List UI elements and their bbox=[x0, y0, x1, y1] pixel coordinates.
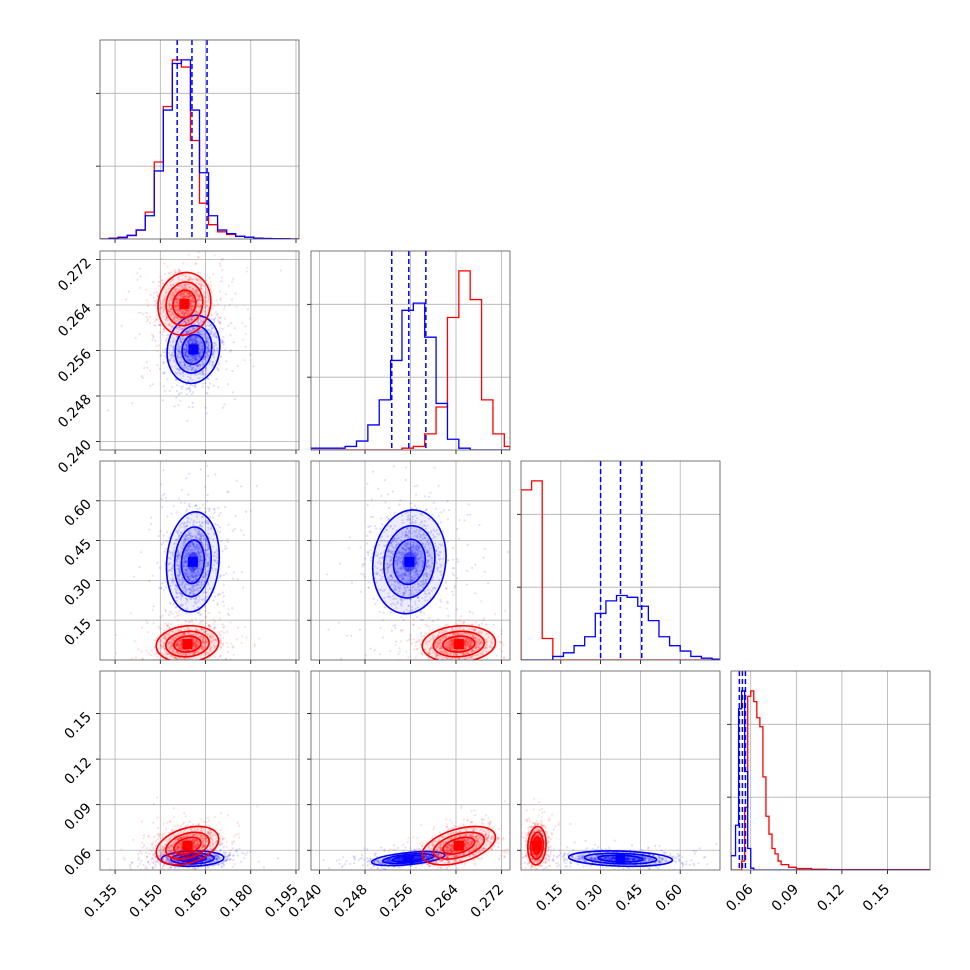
xtick-label-0-1: 0.150 bbox=[126, 882, 166, 922]
xtick-label-1-2: 0.256 bbox=[377, 881, 417, 921]
scatter-panel-0-1-content bbox=[106, 251, 282, 423]
ytick-label-2-0: 0.15 bbox=[61, 616, 94, 649]
hist-panel-3-bg bbox=[731, 671, 930, 870]
hist-panel-3-blue-hist bbox=[731, 690, 930, 870]
scatter-panel-2-3 bbox=[517, 670, 721, 874]
scatter-panel-0-1-frame bbox=[99, 250, 300, 451]
xtick-label-0-2: 0.165 bbox=[172, 882, 212, 922]
hist-panel-2-frame bbox=[520, 460, 721, 661]
ytick-label-1-2: 0.256 bbox=[55, 346, 95, 386]
scatter-panel-1-2-frame bbox=[310, 460, 511, 661]
scatter-panel-0-1 bbox=[96, 250, 300, 454]
ytick-label-3-0: 0.06 bbox=[61, 846, 94, 879]
scatter-panel-1-2 bbox=[307, 460, 511, 664]
scatter-panel-0-2-content bbox=[114, 464, 261, 660]
scatter-panel-1-2-content bbox=[326, 465, 510, 660]
xtick-label-2-0: 0.15 bbox=[533, 882, 566, 915]
scatter-panel-0-1-blue-points bbox=[106, 264, 255, 423]
hist-panel-3-red-hist bbox=[731, 690, 930, 870]
xtick-label-1-4: 0.272 bbox=[468, 882, 508, 922]
scatter-panel-0-2 bbox=[96, 460, 300, 664]
scatter-panel-0-1-blue-peak bbox=[188, 344, 199, 355]
ytick-label-1-0: 0.240 bbox=[55, 437, 95, 477]
scatter-panel-0-3-frame bbox=[99, 670, 300, 871]
hist-panel-3 bbox=[727, 670, 931, 874]
hist-panel-1 bbox=[307, 250, 511, 454]
xtick-label-3-2: 0.12 bbox=[814, 882, 847, 915]
scatter-panel-0-3-blue-peak bbox=[187, 853, 198, 864]
xtick-label-2-3: 0.60 bbox=[653, 882, 686, 915]
scatter-panel-1-2-blue-peak bbox=[404, 556, 415, 567]
scatter-panel-2-3-blue-peak bbox=[615, 853, 626, 864]
scatter-panel-2-3-bg bbox=[521, 671, 720, 870]
hist-panel-0-frame bbox=[99, 39, 300, 240]
hist-panel-0-blue-hist bbox=[100, 59, 299, 239]
ytick-label-3-1: 0.09 bbox=[61, 800, 94, 833]
ytick-label-3-2: 0.12 bbox=[61, 755, 94, 788]
scatter-panel-1-3-content bbox=[322, 800, 510, 870]
ytick-label-2-3: 0.60 bbox=[61, 496, 94, 529]
hist-panel-2 bbox=[517, 460, 721, 664]
xtick-label-2-1: 0.30 bbox=[573, 882, 606, 915]
scatter-panel-1-3-frame bbox=[310, 670, 511, 871]
hist-panel-1-frame bbox=[310, 250, 511, 451]
hist-panel-2-red-hist bbox=[521, 480, 720, 660]
xtick-label-1-3: 0.264 bbox=[422, 881, 462, 921]
hist-panel-0 bbox=[96, 39, 300, 243]
scatter-panel-2-3-content bbox=[521, 797, 718, 870]
ytick-label-3-3: 0.15 bbox=[61, 709, 94, 742]
scatter-panel-1-3-blue-peak bbox=[403, 853, 414, 864]
xtick-label-3-1: 0.09 bbox=[769, 882, 802, 915]
xtick-label-3-0: 0.06 bbox=[723, 881, 756, 914]
hist-panel-3-frame bbox=[730, 670, 931, 871]
ytick-label-2-2: 0.45 bbox=[61, 536, 94, 569]
scatter-panel-1-3 bbox=[307, 670, 511, 874]
scatter-panel-0-3-content bbox=[107, 796, 279, 870]
ytick-label-1-1: 0.248 bbox=[55, 392, 95, 432]
scatter-panel-2-3-frame bbox=[520, 670, 721, 871]
xtick-label-0-0: 0.135 bbox=[81, 882, 121, 922]
xtick-label-0-3: 0.180 bbox=[217, 882, 257, 922]
scatter-panel-0-1-red-peak bbox=[179, 298, 190, 309]
scatter-panel-0-2-frame bbox=[99, 460, 300, 661]
ytick-label-1-4: 0.272 bbox=[55, 255, 95, 295]
hist-panel-1-red-hist bbox=[311, 270, 510, 450]
scatter-panel-0-2-blue-peak bbox=[187, 556, 198, 567]
ytick-label-1-3: 0.264 bbox=[55, 300, 95, 340]
scatter-panel-0-3 bbox=[96, 670, 300, 874]
xtick-label-1-1: 0.248 bbox=[331, 882, 371, 922]
scatter-panel-0-3-red-peak bbox=[182, 840, 193, 851]
scatter-panel-0-3-bg bbox=[100, 671, 299, 870]
ytick-label-2-1: 0.30 bbox=[61, 576, 94, 609]
xtick-label-3-3: 0.15 bbox=[860, 882, 893, 915]
scatter-panel-2-3-red-peak bbox=[531, 840, 542, 851]
scatter-panel-0-2-red-peak bbox=[182, 639, 193, 650]
scatter-panel-1-3-red-peak bbox=[453, 840, 464, 851]
scatter-panel-1-2-red-peak bbox=[453, 639, 464, 650]
hist-panel-1-blue-hist bbox=[311, 302, 510, 450]
scatter-panel-0-2-blue-points bbox=[132, 464, 258, 660]
scatter-panel-1-2-blue-points bbox=[326, 465, 510, 660]
xtick-label-2-2: 0.45 bbox=[613, 882, 646, 915]
hist-panel-2-blue-hist bbox=[521, 594, 720, 660]
